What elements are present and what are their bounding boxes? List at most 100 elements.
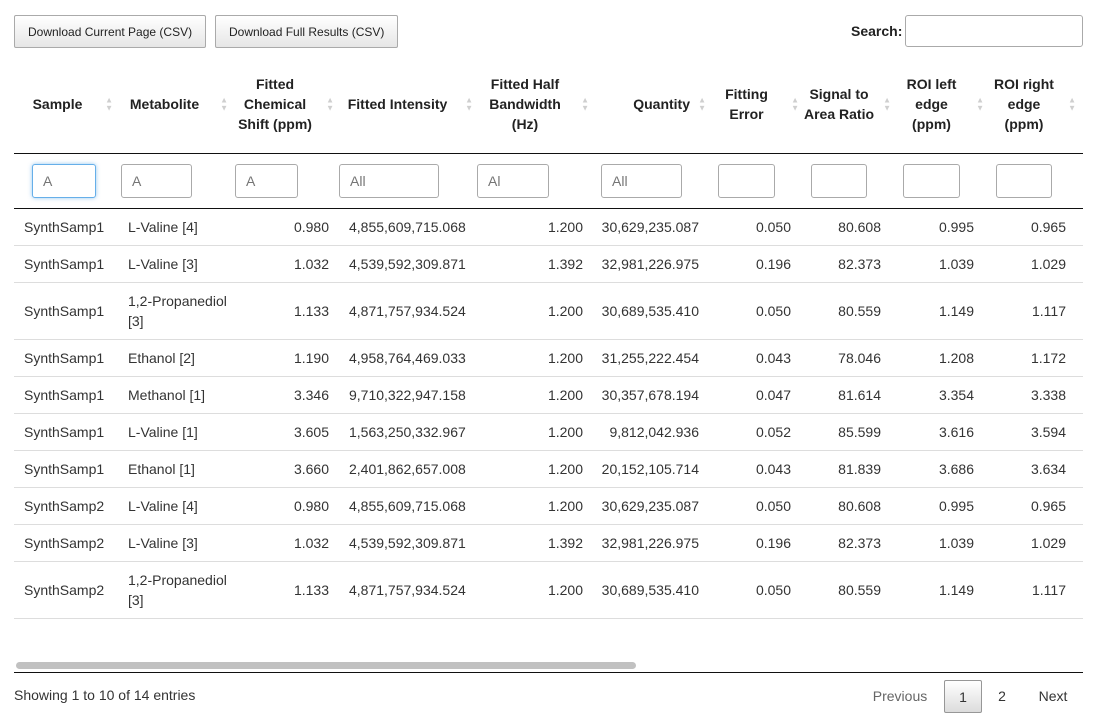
- col-header-sample[interactable]: Sample ▲ ▼: [14, 55, 117, 154]
- page-1-button[interactable]: 1: [944, 680, 982, 713]
- filter-roi-right-edge[interactable]: [996, 163, 1052, 198]
- table-row[interactable]: SynthSamp2 L-Valine [4] 0.980 4,855,609,715…: [14, 487, 1083, 525]
- cell-sample: SynthSamp2: [14, 561, 117, 619]
- cell-metabolite: 1,2-Propanediol [3]: [117, 282, 232, 340]
- next-page-button[interactable]: Next: [1038, 688, 1068, 704]
- cell-fitted-intensity: 4,871,757,934.524: [338, 282, 477, 340]
- download-current-page-button[interactable]: Download Current Page (CSV): [14, 15, 207, 48]
- table-row[interactable]: SynthSamp1 Ethanol [2] 1.190 4,958,764,469.…: [14, 339, 1083, 377]
- results-table-viewport[interactable]: Sample ▲ ▼ Metabolite ▲ ▼ Fitted Chemical Sh…: [14, 55, 1083, 659]
- cell-fitted-half-bandwidth: 1.392: [477, 524, 593, 562]
- cell-roi-right-edge: 3.338: [988, 376, 1080, 414]
- table-row[interactable]: SynthSamp1 Methanol [1] 3.346 9,710,322,947…: [14, 376, 1083, 414]
- cell-sample: SynthSamp2: [14, 487, 117, 525]
- cell-signal-to-area-ratio: 81.614: [803, 376, 895, 414]
- cell-fitted-intensity: 4,958,764,469.033: [338, 339, 477, 377]
- table-row[interactable]: SynthSamp1 1,2-Propanediol [3] 1.133 4,871,…: [14, 282, 1083, 340]
- filter-sample[interactable]: [32, 163, 96, 198]
- col-header-roi-right-edge[interactable]: ROI right edge (ppm) ▲ ▼: [988, 55, 1080, 154]
- col-header-fitted-half-bandwidth[interactable]: Fitted Half Bandwidth (Hz) ▲ ▼: [477, 55, 593, 154]
- cell-quantity: 30,629,235.087: [593, 487, 710, 525]
- cell-sample: SynthSamp1: [14, 450, 117, 488]
- cell-metabolite: Ethanol [1]: [117, 450, 232, 488]
- search-input[interactable]: [905, 15, 1083, 47]
- cell-metabolite: L-Valine [1]: [117, 413, 232, 451]
- cell-roi-left-edge: 0.995: [895, 207, 988, 246]
- cell-fitted-half-bandwidth: 1.200: [477, 339, 593, 377]
- cell-fitted-chemical-shift: 1.190: [232, 339, 338, 377]
- cell-sample: SynthSamp1: [14, 376, 117, 414]
- cell-roi-right-edge: 3.594: [988, 413, 1080, 451]
- col-header-truncated[interactable]: C sh: [1080, 55, 1083, 154]
- col-header-roi-left-edge[interactable]: ROI left edge (ppm) ▲ ▼: [895, 55, 988, 154]
- cell-roi-left-edge: 1.149: [895, 282, 988, 340]
- page-2-button[interactable]: 2: [998, 688, 1006, 704]
- table-row[interactable]: SynthSamp2 1,2-Propanediol [3] 1.133 4,871,…: [14, 561, 1083, 619]
- col-header-fitted-chemical-shift[interactable]: Fitted Chemical Shift (ppm) ▲ ▼: [232, 55, 338, 154]
- cell-metabolite: L-Valine [3]: [117, 245, 232, 283]
- cell-fitted-half-bandwidth: 1.200: [477, 282, 593, 340]
- cell-fitted-half-bandwidth: 1.392: [477, 245, 593, 283]
- sort-icon: ▲ ▼: [220, 95, 228, 113]
- cell-metabolite: Methanol [1]: [117, 376, 232, 414]
- cell-fitted-chemical-shift: 1.032: [232, 524, 338, 562]
- table-row[interactable]: SynthSamp2 L-Valine [3] 1.032 4,539,592,309…: [14, 524, 1083, 562]
- sort-icon: ▲ ▼: [698, 95, 706, 113]
- cell-roi-right-edge: 1.117: [988, 561, 1080, 619]
- cell-signal-to-area-ratio: 81.839: [803, 450, 895, 488]
- col-header-quantity[interactable]: Quantity ▲ ▼: [593, 55, 710, 154]
- table-info: Showing 1 to 10 of 14 entries: [14, 687, 196, 703]
- cell-roi-right-edge: 1.029: [988, 524, 1080, 562]
- filter-fitted-half-bandwidth[interactable]: [477, 163, 549, 198]
- col-header-signal-to-area-ratio[interactable]: Signal to Area Ratio ▲ ▼: [803, 55, 895, 154]
- filter-fitted-chemical-shift[interactable]: [235, 163, 298, 198]
- cell-quantity: 32,981,226.975: [593, 245, 710, 283]
- filter-signal-to-area-ratio[interactable]: [811, 163, 867, 198]
- col-header-metabolite[interactable]: Metabolite ▲ ▼: [117, 55, 232, 154]
- cell-fitting-error: 0.196: [710, 524, 803, 562]
- horizontal-scrollbar[interactable]: [14, 659, 1083, 673]
- cell-metabolite: 1,2-Propanediol [3]: [117, 561, 232, 619]
- cell-roi-left-edge: 3.686: [895, 450, 988, 488]
- cell-fitted-intensity: 4,539,592,309.871: [338, 245, 477, 283]
- table-row[interactable]: SynthSamp1 L-Valine [3] 1.032 4,539,592,309…: [14, 245, 1083, 283]
- col-header-fitting-error[interactable]: Fitting Error ▲ ▼: [710, 55, 803, 154]
- cell-signal-to-area-ratio: 78.046: [803, 339, 895, 377]
- filter-quantity[interactable]: [601, 163, 682, 198]
- cell-truncated: [1080, 207, 1083, 246]
- filter-fitted-intensity[interactable]: [339, 163, 439, 198]
- cell-fitting-error: 0.047: [710, 376, 803, 414]
- cell-fitted-chemical-shift: 0.980: [232, 487, 338, 525]
- cell-sample: SynthSamp1: [14, 245, 117, 283]
- table-row[interactable]: SynthSamp1 Ethanol [1] 3.660 2,401,862,657.…: [14, 450, 1083, 488]
- table-row[interactable]: SynthSamp1 L-Valine [4] 0.980 4,855,609,715…: [14, 207, 1083, 246]
- filter-metabolite[interactable]: [121, 163, 192, 198]
- download-full-results-button[interactable]: Download Full Results (CSV): [215, 15, 399, 48]
- cell-fitted-chemical-shift: 1.032: [232, 245, 338, 283]
- cell-roi-left-edge: 1.039: [895, 245, 988, 283]
- cell-fitting-error: 0.050: [710, 207, 803, 246]
- cell-truncated: [1080, 376, 1083, 414]
- sort-icon: ▲ ▼: [791, 95, 799, 113]
- cell-signal-to-area-ratio: 82.373: [803, 524, 895, 562]
- header-row: Sample ▲ ▼ Metabolite ▲ ▼ Fitted Chemical Sh…: [14, 55, 1083, 154]
- results-table: Sample ▲ ▼ Metabolite ▲ ▼ Fitted Chemical Sh…: [14, 55, 1083, 619]
- cell-fitted-chemical-shift: 1.133: [232, 282, 338, 340]
- cell-fitting-error: 0.043: [710, 339, 803, 377]
- scrollbar-thumb[interactable]: [16, 662, 636, 669]
- cell-quantity: 30,689,535.410: [593, 561, 710, 619]
- cell-fitted-chemical-shift: 3.346: [232, 376, 338, 414]
- search-label: Search:: [851, 23, 903, 39]
- cell-metabolite: Ethanol [2]: [117, 339, 232, 377]
- sort-icon: ▲ ▼: [1068, 95, 1076, 113]
- cell-quantity: 20,152,105.714: [593, 450, 710, 488]
- cell-roi-right-edge: 1.029: [988, 245, 1080, 283]
- filter-roi-left-edge[interactable]: [903, 163, 960, 198]
- cell-fitting-error: 0.050: [710, 487, 803, 525]
- cell-truncated: [1080, 487, 1083, 525]
- previous-page-button[interactable]: Previous: [872, 688, 928, 704]
- col-header-fitted-intensity[interactable]: Fitted Intensity ▲ ▼: [338, 55, 477, 154]
- filter-fitting-error[interactable]: [718, 163, 775, 198]
- table-row[interactable]: SynthSamp1 L-Valine [1] 3.605 1,563,250,332…: [14, 413, 1083, 451]
- cell-truncated: [1080, 561, 1083, 619]
